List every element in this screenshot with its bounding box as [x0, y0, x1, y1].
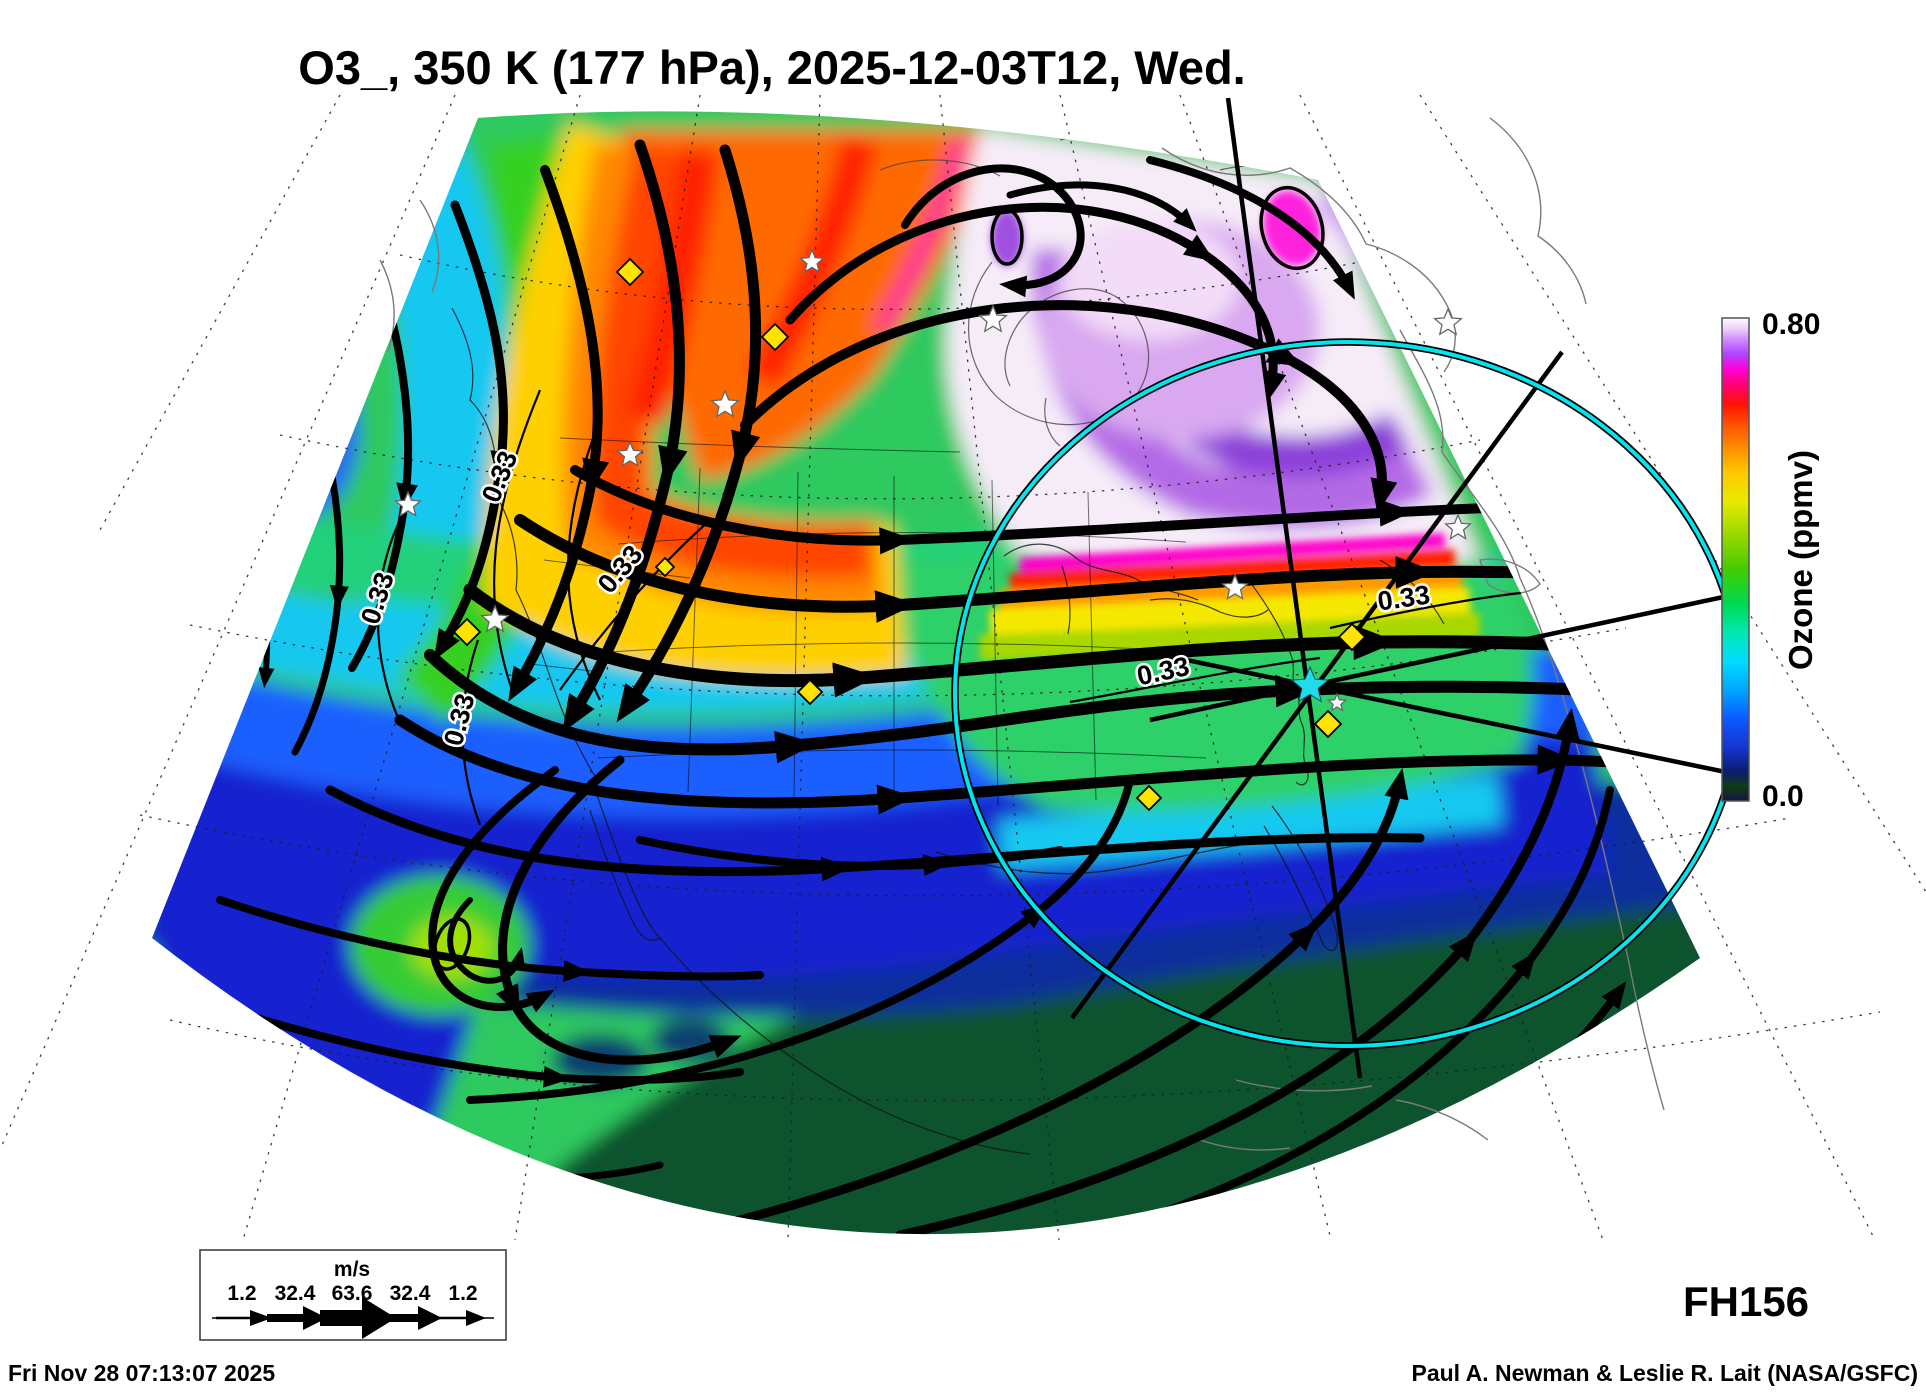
- site-diamond-marker: [1337, 622, 1367, 652]
- forecast-hour-label: FH156: [1683, 1278, 1809, 1325]
- wind-legend-value: 1.2: [227, 1282, 256, 1305]
- wind-speed-legend: m/s 1.2 32.4 63.6 32.4 1.2: [199, 1249, 507, 1341]
- wind-legend-value: 1.2: [448, 1282, 477, 1305]
- city-star-marker: [480, 604, 510, 633]
- city-star-markers: [393, 248, 1473, 712]
- colorbar-gradient: [1721, 317, 1750, 802]
- city-star-marker: [1433, 307, 1463, 336]
- credit-line: Paul A. Newman & Leslie R. Lait (NASA/GS…: [1411, 1360, 1918, 1386]
- city-star-marker: [978, 304, 1008, 333]
- wind-streamlines: [196, 139, 1700, 1235]
- wind-legend-value: 32.4: [275, 1282, 316, 1305]
- site-diamond-marker: [1313, 709, 1343, 739]
- city-star-marker: [615, 440, 645, 467]
- wind-legend-unit: m/s: [334, 1258, 370, 1281]
- site-diamond-marker: [760, 322, 790, 352]
- city-star-marker: [1443, 513, 1473, 540]
- city-star-marker: [1326, 692, 1348, 712]
- generation-timestamp: Fri Nov 28 07:13:07 2025: [8, 1360, 275, 1386]
- ozone-field: [152, 111, 1700, 1235]
- plot-title: O3_, 350 K (177 hPa), 2025-12-03T12, Wed…: [298, 41, 1245, 94]
- city-star-marker: [1220, 573, 1250, 600]
- colorbar-max-label: 0.80: [1762, 308, 1820, 341]
- colorbar: 0.80 0.0 Ozone (ppmv): [1721, 308, 1820, 813]
- colorbar-axis-label: Ozone (ppmv): [1782, 450, 1819, 670]
- site-diamond-marker: [615, 257, 645, 287]
- site-diamond-marker: [796, 678, 824, 706]
- city-star-marker: [710, 389, 740, 418]
- wind-legend-arrows: [212, 1297, 494, 1339]
- colorbar-min-label: 0.0: [1762, 780, 1804, 813]
- site-diamond-marker: [1135, 784, 1163, 812]
- wind-legend-value: 32.4: [390, 1282, 431, 1305]
- city-star-marker: [393, 490, 423, 517]
- station-star-marker: [1290, 665, 1330, 703]
- city-star-marker: [798, 248, 826, 274]
- site-diamond-markers: [452, 257, 1367, 812]
- station-marker: [1290, 665, 1330, 703]
- site-diamond-marker: [452, 617, 482, 647]
- site-diamond-marker: [654, 556, 676, 578]
